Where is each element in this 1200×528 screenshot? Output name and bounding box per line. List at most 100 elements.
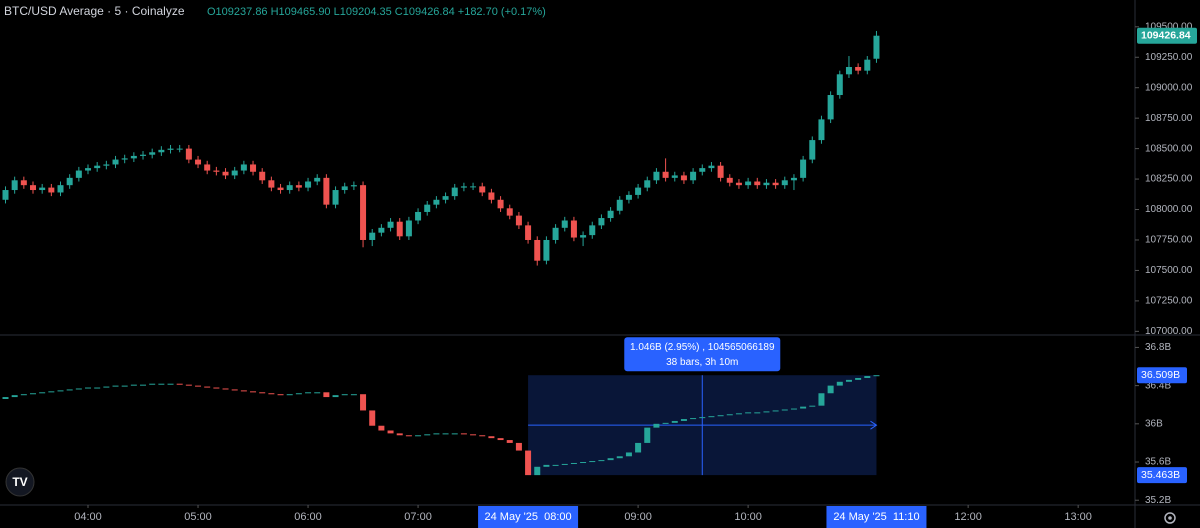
candle-body xyxy=(717,165,724,178)
y-tick-label: 108000.00 xyxy=(1145,204,1193,215)
ohlc-legend: O109237.86 H109465.90 L109204.35 C109426… xyxy=(207,6,546,18)
candle-body xyxy=(534,239,541,261)
candle-body xyxy=(855,67,862,71)
candle-body xyxy=(369,410,376,426)
candle-body xyxy=(460,433,467,435)
x-tick-label: 13:00 xyxy=(1064,511,1092,523)
candle-body xyxy=(671,175,678,178)
candle-body xyxy=(277,394,284,396)
candle-body xyxy=(48,391,55,393)
candle-body xyxy=(708,165,715,169)
candle-body xyxy=(103,164,110,166)
candle-body xyxy=(2,190,9,200)
candle-body xyxy=(754,181,761,186)
candle-body xyxy=(30,185,37,191)
candle-body xyxy=(680,175,687,181)
candle-body xyxy=(754,412,761,414)
candle-body xyxy=(213,387,220,389)
candle-body xyxy=(57,185,64,193)
y-tick-label: 109500.00 xyxy=(1145,21,1193,32)
candle-body xyxy=(561,220,568,228)
candle-body xyxy=(790,177,797,181)
candle-body xyxy=(552,464,559,466)
candle-body xyxy=(85,168,92,171)
candle-body xyxy=(176,383,183,385)
candle-body xyxy=(341,394,348,396)
candle-body xyxy=(305,181,312,188)
candle-body xyxy=(515,215,522,226)
candle-body xyxy=(699,417,706,419)
candle-body xyxy=(442,433,449,435)
candle-body xyxy=(635,187,642,195)
candle-body xyxy=(781,180,788,186)
candle-body xyxy=(140,154,147,156)
candle-body xyxy=(222,388,229,390)
candle-body xyxy=(121,158,128,160)
candle-body xyxy=(268,393,275,395)
tooltip-text: 38 bars, 3h 10m xyxy=(666,357,738,368)
candle-body xyxy=(268,180,275,188)
measure-arrowhead xyxy=(870,420,878,430)
y-tick-label: 108250.00 xyxy=(1145,174,1193,185)
candle-body xyxy=(94,165,101,169)
candle-body xyxy=(708,416,715,418)
candle-body xyxy=(873,35,880,59)
gear[interactable] xyxy=(1164,512,1176,524)
candle-body xyxy=(745,181,752,186)
tooltip-box xyxy=(624,337,781,372)
y-tick-label: 107750.00 xyxy=(1145,235,1193,246)
candle-body xyxy=(662,171,669,178)
candle-body xyxy=(75,170,82,178)
candle-body xyxy=(479,186,486,193)
candle-body xyxy=(836,381,843,386)
candle-body xyxy=(149,152,156,155)
candle-body xyxy=(130,155,137,159)
candle-body xyxy=(433,199,440,205)
x-tick-label: 10:00 xyxy=(734,511,762,523)
candle-body xyxy=(790,408,797,410)
candle-body xyxy=(589,225,596,236)
candle-body xyxy=(800,159,807,178)
x-tick-label: 07:00 xyxy=(404,511,432,523)
candle-body xyxy=(772,410,779,412)
y-tick-label: 35.2B xyxy=(1145,495,1171,506)
candle-body xyxy=(873,375,880,377)
candle-body xyxy=(864,59,871,71)
candle-body xyxy=(39,392,46,394)
candle-body xyxy=(158,383,165,385)
candle-body xyxy=(598,460,605,462)
price-label: 109426.84 xyxy=(1141,29,1191,41)
candle-body xyxy=(735,182,742,186)
volume-pane xyxy=(2,375,880,476)
candle-body xyxy=(176,148,183,150)
range-label: 36.509B xyxy=(1141,369,1180,381)
candle-body xyxy=(30,393,37,395)
candle-body xyxy=(726,177,733,183)
candle-body xyxy=(222,171,229,176)
candle-body xyxy=(250,391,257,393)
y-tick-label: 109250.00 xyxy=(1145,52,1193,63)
candle-body xyxy=(2,397,9,399)
y-tick-label: 108500.00 xyxy=(1145,143,1193,154)
candle-body xyxy=(809,140,816,160)
candle-body xyxy=(470,186,477,188)
candle-body xyxy=(589,461,596,463)
candle-body xyxy=(405,435,412,437)
tv-logo: TV xyxy=(5,467,35,497)
candle-body xyxy=(369,232,376,240)
candle-body xyxy=(690,171,697,181)
candle-body xyxy=(314,392,321,394)
candle-body xyxy=(845,67,852,75)
candle-body xyxy=(286,185,293,191)
price-label-bg xyxy=(1137,27,1197,44)
candle-body xyxy=(690,418,697,420)
candle-body xyxy=(525,450,532,476)
candle-body xyxy=(662,422,669,424)
settings-icon[interactable] xyxy=(1164,512,1176,524)
candle-body xyxy=(48,187,55,193)
gear-center[interactable] xyxy=(1168,516,1172,520)
candle-body xyxy=(332,395,339,398)
candle-body xyxy=(864,376,871,378)
candle-body xyxy=(506,208,513,216)
